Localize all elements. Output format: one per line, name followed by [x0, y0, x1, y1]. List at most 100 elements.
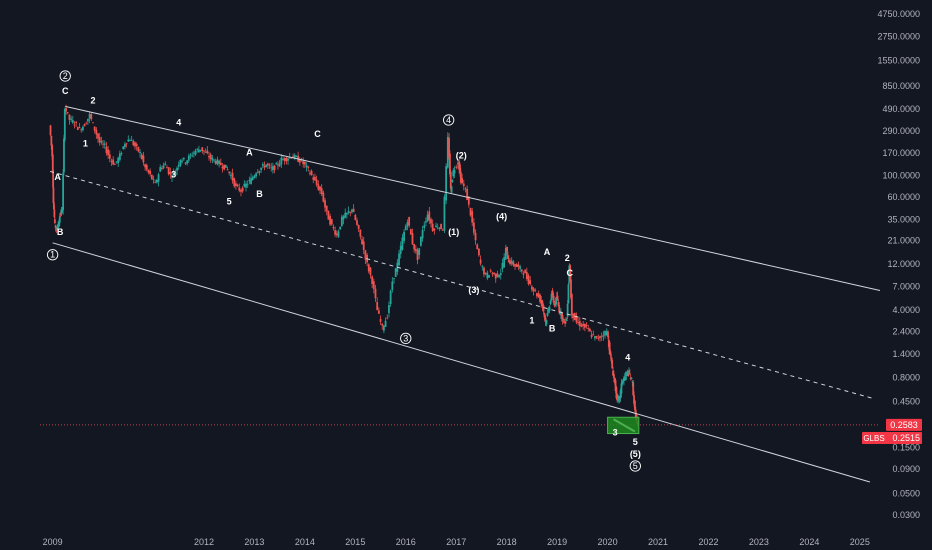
candle-body [583, 323, 586, 328]
candle-body [359, 229, 362, 237]
candle-body [292, 156, 294, 158]
candle-body [107, 149, 110, 156]
candle-body [367, 264, 370, 272]
candle-body [108, 154, 111, 159]
last-price-tag-bg [886, 418, 922, 431]
candle-body [372, 281, 375, 289]
candle-body [364, 250, 367, 260]
time-axis: 2009 2012 2013 2014 2015 2016 2017 2018 2019 2020… [43, 537, 870, 547]
candle-body [509, 260, 511, 264]
candle-body [530, 286, 533, 290]
candle-body [224, 164, 227, 168]
candle-body [383, 325, 385, 331]
candle-body [633, 395, 635, 404]
candle-body [384, 320, 387, 327]
candle-body [167, 167, 170, 175]
candle-body [496, 273, 499, 277]
candle-body [577, 322, 580, 324]
candle-body [453, 169, 456, 174]
y-tick-label: 490.0000 [882, 104, 920, 114]
candle-body [398, 253, 400, 266]
candle-body [611, 360, 614, 369]
candle-body [231, 172, 234, 181]
candle-body [132, 141, 135, 146]
candle-body [630, 377, 633, 380]
candle-body [110, 161, 113, 162]
candle-body [324, 200, 326, 208]
symbol-tag: GLBS [863, 434, 884, 443]
candle-body [433, 228, 436, 231]
candle-body [623, 377, 626, 381]
x-tick-label: 2016 [396, 537, 416, 547]
candle-body [609, 351, 612, 356]
y-tick-label: 0.8000 [892, 373, 920, 383]
candle-body [63, 138, 65, 173]
candle-body [277, 164, 279, 166]
candle-body [206, 150, 209, 154]
candle-body [449, 153, 451, 175]
candle-body [501, 262, 504, 269]
candle-body [319, 186, 321, 191]
wave-label: B [57, 227, 64, 237]
candle-body [268, 164, 271, 166]
candle-body [449, 171, 452, 189]
candle-body [61, 210, 64, 213]
candle-body [369, 267, 372, 275]
candle-body [100, 141, 103, 143]
candle-body [570, 279, 572, 298]
candle-body [258, 170, 261, 173]
candle-body [510, 260, 513, 264]
x-tick-label: 2015 [345, 537, 365, 547]
wave-label: 3 [403, 333, 408, 343]
candle-body [184, 162, 187, 164]
candle-body [144, 164, 147, 168]
candle-body [95, 129, 98, 135]
candle-body [404, 226, 407, 231]
candle-body [565, 319, 567, 321]
wave-label: 5 [633, 437, 638, 447]
candle-body [595, 335, 598, 338]
trend-channel [40, 105, 881, 483]
channel-mid-line [49, 170, 876, 400]
candle-body [317, 184, 320, 190]
target-arrow [613, 418, 636, 433]
candle-body [58, 216, 61, 223]
candle-body [441, 229, 444, 231]
wave-labels: 2 C 2 1 4 A B 1 3 A B 5 C 3 4 (2) (1) (4) (3) A 2 C 1 B 4 3 5 (5) 5 [46, 70, 641, 472]
candle-body [113, 164, 116, 165]
candle-body [155, 179, 158, 183]
candle-body [585, 324, 588, 327]
candle-body [506, 246, 508, 252]
candle-body [295, 156, 298, 158]
candle-body [626, 371, 629, 375]
candle-body [446, 136, 449, 168]
candle-body [517, 264, 520, 267]
candle-body [512, 261, 515, 266]
candle-body [127, 139, 130, 142]
candle-body [272, 166, 274, 171]
y-tick-label: 0.4500 [892, 397, 920, 407]
candle-body [564, 321, 567, 324]
candle-body [515, 264, 518, 267]
candle-body [391, 281, 394, 290]
candle-body [147, 169, 150, 173]
candle-body [332, 227, 335, 229]
wave-circle [400, 332, 412, 344]
candle-body [50, 135, 53, 146]
candle-body [488, 275, 490, 278]
y-tick-label: 100.0000 [882, 170, 920, 180]
wave-label: 2 [90, 95, 95, 105]
candle-body [479, 259, 482, 264]
candle-body [352, 208, 355, 213]
candle-body [413, 243, 416, 250]
candle-body [416, 250, 419, 261]
candle-body [115, 161, 118, 163]
candle-body [293, 154, 296, 159]
candle-body [633, 400, 636, 410]
wave-label: 2 [565, 253, 570, 263]
candle-body [550, 293, 553, 300]
candle-body [176, 167, 178, 171]
candle-body [361, 239, 363, 245]
candle-body [275, 163, 278, 165]
